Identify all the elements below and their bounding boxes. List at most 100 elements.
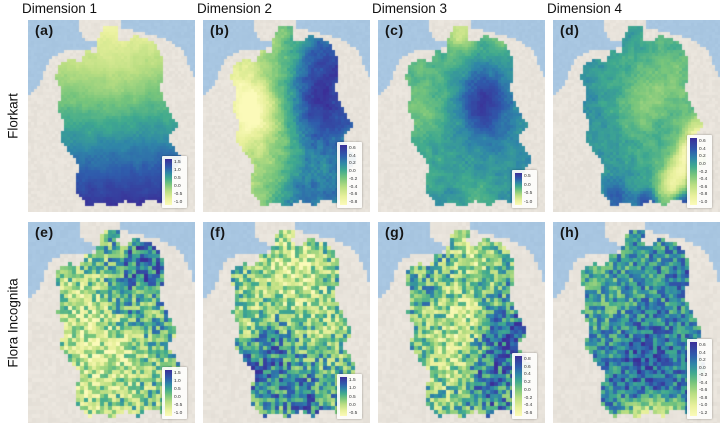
panel-letter: (h) xyxy=(560,224,580,240)
panel-letter: (c) xyxy=(385,22,404,38)
map-panel-e: (e) 1.5 1.0 0.5 0.0 -0.5 -1.0 xyxy=(28,222,195,423)
colorbar-tick-label: 0.5 xyxy=(173,175,181,181)
colorbar-tick-label: 0.0 xyxy=(523,387,531,393)
colorbar-gradient xyxy=(339,377,347,416)
colorbar-gradient xyxy=(689,342,697,416)
panel-letter: (g) xyxy=(385,224,405,240)
colorbar-legend: 0.6 0.4 0.2 0.0 -0.2 -0.4 -0.6 -0.8 -1.0 -1.2 xyxy=(686,339,712,419)
colorbar-tick-labels: 0.8 0.6 0.4 0.2 0.0 -0.2 -0.4 -0.6 xyxy=(524,356,534,416)
colorbar-tick-label: 0.0 xyxy=(348,402,356,408)
colorbar-tick-label: -1.0 xyxy=(173,199,182,205)
colorbar-tick-label: 0.0 xyxy=(698,365,706,371)
colorbar-tick-label: -0.8 xyxy=(348,199,357,205)
colorbar-tick-label: -0.8 xyxy=(698,191,707,197)
colorbar-tick-label: 0.2 xyxy=(348,161,356,166)
colorbar-tick-label: -1.0 xyxy=(698,402,707,408)
colorbar-tick-label: -0.6 xyxy=(348,191,357,197)
panel-letter: (b) xyxy=(210,22,230,38)
colorbar-legend: 1.5 1.0 0.5 0.0 -0.5 -1.0 xyxy=(161,367,187,419)
colorbar-tick-label: -0.5 xyxy=(523,190,532,196)
colorbar-tick-label: -0.4 xyxy=(698,380,707,386)
column-header-dimension-3: Dimension 3 xyxy=(372,1,448,16)
colorbar-tick-label: 1.0 xyxy=(173,167,181,173)
colorbar-tick-label: 0.4 xyxy=(348,153,356,159)
colorbar-tick-label: -0.8 xyxy=(698,395,707,401)
map-panel-g: (g) 0.8 0.6 0.4 0.2 0.0 -0.2 -0.4 -0.6 xyxy=(378,222,545,423)
colorbar-tick-label: -0.6 xyxy=(698,184,707,190)
colorbar-tick-label: -1.0 xyxy=(523,199,532,205)
panel-letter: (e) xyxy=(35,224,54,240)
colorbar-tick-label: 0.0 xyxy=(698,161,706,167)
colorbar-tick-label: -0.6 xyxy=(523,410,532,416)
colorbar-legend: 1.5 1.0 0.5 0.0 -0.5 -1.0 xyxy=(161,156,187,208)
panel-letter: (d) xyxy=(560,22,580,38)
colorbar-tick-label: 0.4 xyxy=(698,350,706,355)
colorbar-tick-labels: 1.5 1.0 0.5 0.0 -0.5 xyxy=(349,377,359,416)
colorbar-tick-label: -0.2 xyxy=(698,372,707,378)
colorbar-tick-label: -0.4 xyxy=(698,176,707,182)
colorbar-tick-labels: 0.6 0.4 0.2 0.0 -0.2 -0.4 -0.6 -0.8 xyxy=(349,145,359,205)
colorbar-tick-label: 1.5 xyxy=(173,159,181,165)
colorbar-tick-label: -0.4 xyxy=(348,184,357,189)
colorbar-tick-label: 0.0 xyxy=(173,394,181,400)
map-panel-b: (b) 0.6 0.4 0.2 0.0 -0.2 -0.4 -0.6 -0.8 xyxy=(203,20,370,212)
panel-letter: (a) xyxy=(35,22,54,38)
colorbar-tick-label: -0.4 xyxy=(523,402,532,408)
panel-letter: (f) xyxy=(210,224,226,240)
colorbar-tick-label: -0.5 xyxy=(173,402,182,408)
row-label-florkart: Florkart xyxy=(5,93,21,139)
colorbar-gradient xyxy=(164,370,172,416)
colorbar-tick-label: 0.2 xyxy=(523,379,531,385)
colorbar-tick-label: 0.0 xyxy=(173,183,181,189)
colorbar-tick-label: -0.2 xyxy=(698,169,707,174)
colorbar-tick-label: 0.8 xyxy=(523,356,531,362)
colorbar-gradient xyxy=(514,173,522,205)
colorbar-tick-label: 1.5 xyxy=(348,377,356,383)
colorbar-legend: 0.8 0.6 0.4 0.2 0.0 -0.2 -0.4 -0.6 xyxy=(511,353,537,419)
colorbar-legend: 0.5 0.0 -0.5 -1.0 xyxy=(511,170,537,208)
colorbar-legend: 1.5 1.0 0.5 0.0 -0.5 xyxy=(336,374,362,419)
row-label-flora-incognita: Flora Incognita xyxy=(5,277,21,368)
colorbar-tick-label: 0.4 xyxy=(523,372,531,377)
colorbar-tick-label: 0.0 xyxy=(523,182,531,188)
colorbar-tick-labels: 0.5 0.0 -0.5 -1.0 xyxy=(524,173,534,205)
colorbar-tick-label: 1.0 xyxy=(348,385,356,391)
map-panel-h: (h) 0.6 0.4 0.2 0.0 -0.2 -0.4 -0.6 -0.8 -1.0 -1.2 xyxy=(553,222,720,423)
colorbar-tick-label: -1.0 xyxy=(173,410,182,416)
colorbar-tick-label: -1.2 xyxy=(698,410,707,416)
colorbar-tick-label: 0.5 xyxy=(523,173,531,179)
colorbar-gradient xyxy=(689,138,697,205)
colorbar-tick-label: -0.2 xyxy=(523,395,532,400)
column-header-dimension-1: Dimension 1 xyxy=(22,1,98,16)
colorbar-tick-label: 0.6 xyxy=(348,145,356,151)
colorbar-gradient xyxy=(339,145,347,205)
map-panel-d: (d) 0.6 0.4 0.2 0.0 -0.2 -0.4 -0.6 -0.8 -1.0 xyxy=(553,20,720,212)
colorbar-tick-label: -0.6 xyxy=(698,387,707,393)
colorbar-tick-label: 0.2 xyxy=(698,153,706,159)
colorbar-tick-labels: 1.5 1.0 0.5 0.0 -0.5 -1.0 xyxy=(174,370,184,416)
colorbar-tick-label: 1.0 xyxy=(173,378,181,384)
colorbar-tick-label: 0.0 xyxy=(348,168,356,174)
colorbar-tick-labels: 0.6 0.4 0.2 0.0 -0.2 -0.4 -0.6 -0.8 -1.0 xyxy=(699,138,709,205)
map-panel-a: (a) 1.5 1.0 0.5 0.0 -0.5 -1.0 xyxy=(28,20,195,212)
column-header-dimension-2: Dimension 2 xyxy=(197,1,273,16)
colorbar-tick-label: -0.5 xyxy=(348,410,357,416)
colorbar-tick-labels: 0.6 0.4 0.2 0.0 -0.2 -0.4 -0.6 -0.8 -1.0 -1.2 xyxy=(699,342,709,416)
colorbar-tick-label: -0.2 xyxy=(348,176,357,182)
colorbar-tick-label: 1.5 xyxy=(173,370,181,376)
colorbar-tick-label: 0.6 xyxy=(698,138,706,144)
colorbar-tick-label: 0.4 xyxy=(698,146,706,152)
colorbar-legend: 0.6 0.4 0.2 0.0 -0.2 -0.4 -0.6 -0.8 -1.0 xyxy=(686,135,712,208)
colorbar-tick-label: -1.0 xyxy=(698,199,707,205)
map-panel-c: (c) 0.5 0.0 -0.5 -1.0 xyxy=(378,20,545,212)
map-panel-f: (f) 1.5 1.0 0.5 0.0 -0.5 xyxy=(203,222,370,423)
colorbar-tick-label: 0.2 xyxy=(698,357,706,363)
colorbar-tick-label: 0.6 xyxy=(523,364,531,370)
colorbar-tick-label: 0.5 xyxy=(348,394,356,399)
colorbar-gradient xyxy=(514,356,522,416)
colorbar-tick-label: 0.5 xyxy=(173,386,181,392)
column-header-dimension-4: Dimension 4 xyxy=(547,1,623,16)
colorbar-gradient xyxy=(164,159,172,205)
colorbar-legend: 0.6 0.4 0.2 0.0 -0.2 -0.4 -0.6 -0.8 xyxy=(336,142,362,208)
colorbar-tick-label: 0.6 xyxy=(698,342,706,348)
